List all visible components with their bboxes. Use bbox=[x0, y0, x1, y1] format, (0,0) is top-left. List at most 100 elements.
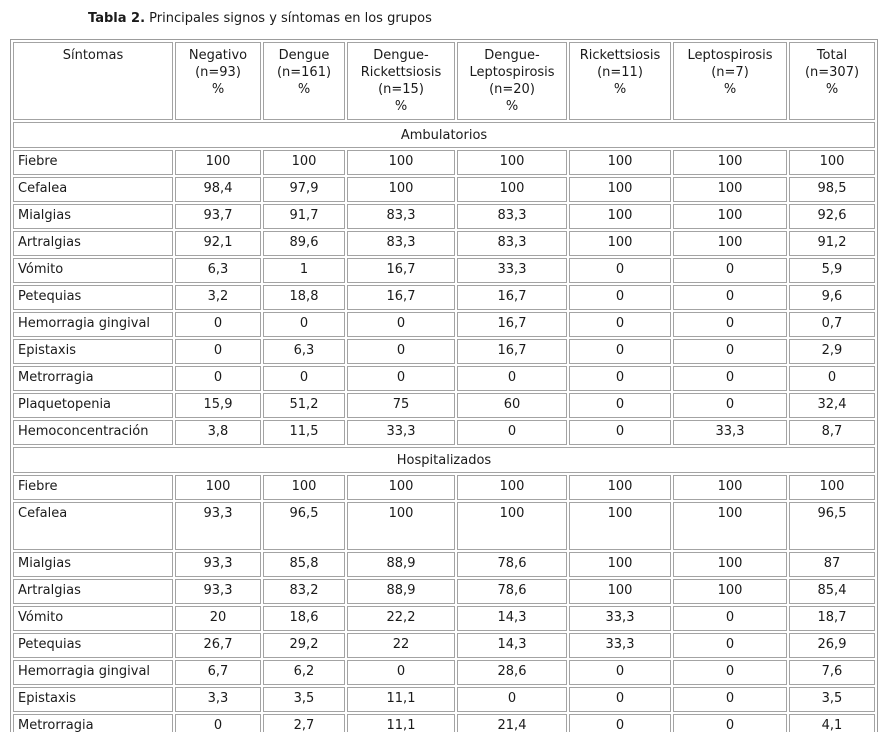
value-cell: 0 bbox=[175, 312, 261, 337]
value-cell: 83,3 bbox=[347, 204, 455, 229]
value-cell: 6,3 bbox=[263, 339, 345, 364]
column-header-leptospirosis: Leptospirosis (n=7) % bbox=[673, 42, 787, 120]
value-cell: 100 bbox=[569, 204, 671, 229]
table-row: Cefalea 98,4 97,9 100 100 100 100 98,5 bbox=[13, 177, 875, 202]
value-cell: 22 bbox=[347, 633, 455, 658]
value-cell: 0 bbox=[457, 687, 567, 712]
symptom-cell: Petequias bbox=[13, 285, 173, 310]
value-cell: 21,4 bbox=[457, 714, 567, 732]
table-row: Hemorragia gingival 6,7 6,2 0 28,6 0 0 7,6 bbox=[13, 660, 875, 685]
value-cell: 33,3 bbox=[457, 258, 567, 283]
value-cell: 100 bbox=[457, 177, 567, 202]
value-cell: 87 bbox=[789, 552, 875, 577]
symptom-cell: Fiebre bbox=[13, 475, 173, 500]
section-label: Ambulatorios bbox=[13, 122, 875, 148]
value-cell: 28,6 bbox=[457, 660, 567, 685]
value-cell: 14,3 bbox=[457, 606, 567, 631]
value-cell: 0 bbox=[175, 339, 261, 364]
value-cell: 0 bbox=[569, 393, 671, 418]
symptom-cell: Hemorragia gingival bbox=[13, 660, 173, 685]
value-cell: 83,3 bbox=[457, 204, 567, 229]
value-cell: 98,5 bbox=[789, 177, 875, 202]
symptoms-table: Síntomas Negativo (n=93) % Dengue (n=161… bbox=[10, 39, 878, 732]
symptom-cell: Epistaxis bbox=[13, 687, 173, 712]
value-cell: 0 bbox=[673, 687, 787, 712]
symptom-cell: Petequias bbox=[13, 633, 173, 658]
value-cell: 100 bbox=[569, 231, 671, 256]
value-cell: 83,3 bbox=[347, 231, 455, 256]
value-cell: 4,1 bbox=[789, 714, 875, 732]
symptom-cell: Vómito bbox=[13, 258, 173, 283]
value-cell: 16,7 bbox=[457, 285, 567, 310]
value-cell: 0,7 bbox=[789, 312, 875, 337]
value-cell: 2,9 bbox=[789, 339, 875, 364]
value-cell: 98,4 bbox=[175, 177, 261, 202]
value-cell: 0 bbox=[569, 660, 671, 685]
table-row: Petequias 3,2 18,8 16,7 16,7 0 0 9,6 bbox=[13, 285, 875, 310]
symptom-cell: Mialgias bbox=[13, 204, 173, 229]
symptom-cell: Cefalea bbox=[13, 177, 173, 202]
value-cell: 100 bbox=[569, 475, 671, 500]
value-cell: 11,1 bbox=[347, 687, 455, 712]
value-cell: 89,6 bbox=[263, 231, 345, 256]
symptom-cell: Hemorragia gingival bbox=[13, 312, 173, 337]
column-header-dengue: Dengue (n=161) % bbox=[263, 42, 345, 120]
value-cell: 5,9 bbox=[789, 258, 875, 283]
value-cell: 0 bbox=[673, 606, 787, 631]
value-cell: 0 bbox=[673, 633, 787, 658]
column-header-dengue-rickettsiosis: Dengue- Rickettsiosis (n=15) % bbox=[347, 42, 455, 120]
symptom-cell: Artralgias bbox=[13, 579, 173, 604]
table-row: Artralgias 92,1 89,6 83,3 83,3 100 100 91,2 bbox=[13, 231, 875, 256]
value-cell: 100 bbox=[569, 502, 671, 550]
value-cell: 100 bbox=[347, 502, 455, 550]
value-cell: 0 bbox=[673, 285, 787, 310]
symptom-cell: Artralgias bbox=[13, 231, 173, 256]
value-cell: 100 bbox=[457, 475, 567, 500]
value-cell: 75 bbox=[347, 393, 455, 418]
value-cell: 0 bbox=[175, 714, 261, 732]
value-cell: 3,5 bbox=[263, 687, 345, 712]
value-cell: 100 bbox=[673, 502, 787, 550]
value-cell: 8,7 bbox=[789, 420, 875, 445]
value-cell: 11,5 bbox=[263, 420, 345, 445]
value-cell: 2,7 bbox=[263, 714, 345, 732]
value-cell: 16,7 bbox=[347, 258, 455, 283]
table-row: Epistaxis 3,3 3,5 11,1 0 0 0 3,5 bbox=[13, 687, 875, 712]
value-cell: 0 bbox=[673, 258, 787, 283]
value-cell: 92,6 bbox=[789, 204, 875, 229]
value-cell: 0 bbox=[569, 339, 671, 364]
value-cell: 15,9 bbox=[175, 393, 261, 418]
table-row: Vómito 20 18,6 22,2 14,3 33,3 0 18,7 bbox=[13, 606, 875, 631]
column-header-negativo: Negativo (n=93) % bbox=[175, 42, 261, 120]
value-cell: 0 bbox=[569, 366, 671, 391]
value-cell: 3,8 bbox=[175, 420, 261, 445]
value-cell: 3,3 bbox=[175, 687, 261, 712]
table-row: Fiebre 100 100 100 100 100 100 100 bbox=[13, 150, 875, 175]
value-cell: 85,8 bbox=[263, 552, 345, 577]
column-header-rickettsiosis: Rickettsiosis (n=11) % bbox=[569, 42, 671, 120]
table-row: Cefalea 93,3 96,5 100 100 100 100 96,5 bbox=[13, 502, 875, 550]
value-cell: 0 bbox=[673, 312, 787, 337]
symptom-cell: Metrorragia bbox=[13, 714, 173, 732]
value-cell: 0 bbox=[673, 366, 787, 391]
value-cell: 100 bbox=[347, 150, 455, 175]
value-cell: 51,2 bbox=[263, 393, 345, 418]
value-cell: 100 bbox=[569, 177, 671, 202]
value-cell: 0 bbox=[263, 312, 345, 337]
value-cell: 93,3 bbox=[175, 552, 261, 577]
value-cell: 3,2 bbox=[175, 285, 261, 310]
table-row: Vómito 6,3 1 16,7 33,3 0 0 5,9 bbox=[13, 258, 875, 283]
value-cell: 100 bbox=[569, 579, 671, 604]
column-header-total: Total (n=307) % bbox=[789, 42, 875, 120]
header-row: Síntomas Negativo (n=93) % Dengue (n=161… bbox=[13, 42, 875, 120]
value-cell: 96,5 bbox=[789, 502, 875, 550]
table-row: Metrorragia 0 2,7 11,1 21,4 0 0 4,1 bbox=[13, 714, 875, 732]
value-cell: 22,2 bbox=[347, 606, 455, 631]
table-row: Fiebre 100 100 100 100 100 100 100 bbox=[13, 475, 875, 500]
value-cell: 88,9 bbox=[347, 579, 455, 604]
value-cell: 100 bbox=[569, 552, 671, 577]
value-cell: 26,7 bbox=[175, 633, 261, 658]
table-row: Mialgias 93,7 91,7 83,3 83,3 100 100 92,6 bbox=[13, 204, 875, 229]
table-caption-label: Tabla 2. bbox=[88, 11, 146, 26]
value-cell: 96,5 bbox=[263, 502, 345, 550]
